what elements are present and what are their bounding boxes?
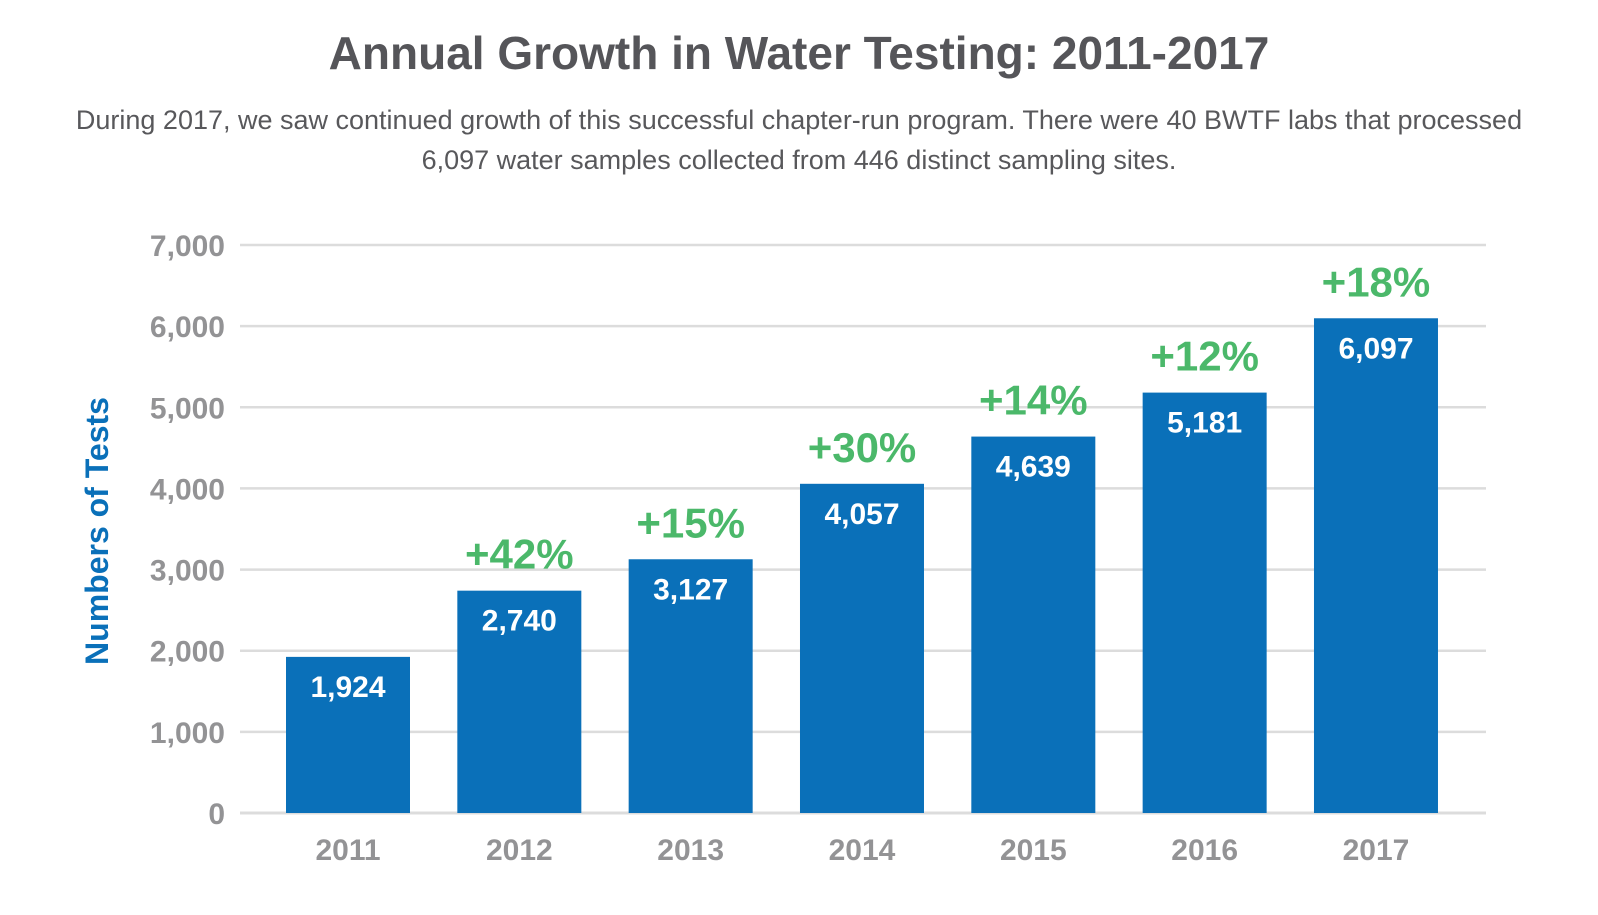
bar-value-label: 2,740 (482, 605, 557, 638)
growth-label: +12% (1150, 333, 1259, 380)
bar (799, 483, 924, 813)
bar (1313, 318, 1438, 813)
bars: 1,924 2,740 +42% 3,127 +15% 4,057 +30% 4,639 +14… (286, 258, 1438, 813)
bar (628, 559, 753, 813)
bar (457, 590, 582, 813)
y-axis-ticks: 0 1,000 2,000 3,000 4,000 5,000 6,000 7,000 (150, 230, 225, 831)
bar-value-label: 1,924 (310, 671, 385, 704)
bar-value-label: 4,639 (996, 451, 1071, 484)
x-tick-label: 2013 (657, 834, 724, 867)
y-tick-label: 4,000 (150, 473, 225, 506)
y-tick-label: 0 (208, 798, 225, 831)
bar (286, 656, 410, 813)
x-tick-label: 2015 (1000, 834, 1067, 867)
chart-subtitle: During 2017, we saw continued growth of … (75, 105, 1523, 175)
y-tick-label: 1,000 (150, 717, 225, 750)
x-axis-ticks: 2011 2012 2013 2014 2015 2016 2017 (315, 834, 1409, 867)
x-tick-label: 2014 (829, 834, 896, 867)
growth-label: +42% (465, 531, 574, 578)
bar-value-label: 5,181 (1167, 407, 1242, 440)
x-tick-label: 2012 (486, 834, 553, 867)
y-tick-label: 7,000 (150, 230, 225, 263)
x-tick-label: 2016 (1171, 834, 1238, 867)
growth-label: +14% (979, 377, 1088, 424)
bar-value-label: 3,127 (653, 573, 728, 606)
growth-label: +15% (636, 499, 745, 546)
y-tick-label: 6,000 (150, 311, 225, 344)
growth-label: +30% (808, 424, 917, 471)
chart-title: Annual Growth in Water Testing: 2011-201… (328, 27, 1270, 79)
y-tick-label: 2,000 (150, 636, 225, 669)
x-tick-label: 2017 (1343, 834, 1410, 867)
y-tick-label: 3,000 (150, 555, 225, 588)
bar-value-label: 6,097 (1338, 332, 1413, 365)
bar-value-label: 4,057 (824, 498, 899, 531)
y-axis-label: Numbers of Tests (79, 397, 115, 665)
growth-label: +18% (1322, 258, 1431, 305)
bar (1142, 392, 1267, 813)
x-tick-label: 2011 (315, 834, 380, 867)
bar (971, 436, 1096, 813)
y-tick-label: 5,000 (150, 392, 225, 425)
